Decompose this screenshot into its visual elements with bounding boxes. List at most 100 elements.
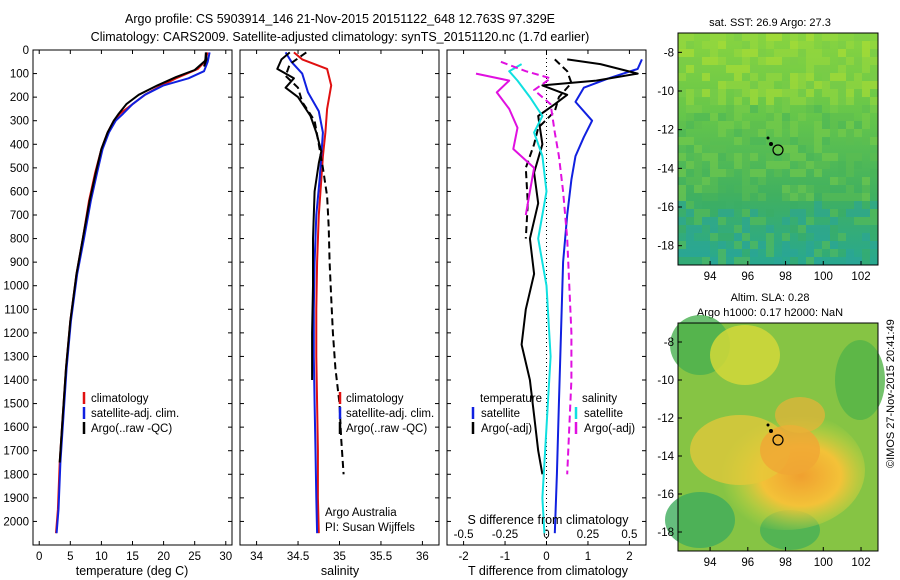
sst-pixel: [766, 225, 774, 233]
sst-pixel: [854, 33, 862, 41]
sst-pixel: [814, 169, 822, 177]
sst-pixel: [694, 169, 702, 177]
sst-pixel: [822, 185, 830, 193]
sst-pixel: [806, 249, 814, 257]
sst-pixel: [838, 161, 846, 169]
map-y-tick-label: -8: [664, 337, 674, 349]
sst-pixel: [870, 137, 878, 145]
sst-pixel: [830, 209, 838, 217]
sst-pixel: [870, 241, 878, 249]
sst-pixel: [798, 217, 806, 225]
argo-float-marker: [772, 144, 784, 156]
sst-pixel: [734, 113, 742, 121]
sst-pixel: [766, 97, 774, 105]
sst-pixel: [734, 185, 742, 193]
x-tick-label: 15: [126, 551, 139, 563]
imos-credit: ©IMOS 27-Nov-2015 20:41:49: [885, 319, 897, 468]
sst-pixel: [678, 137, 686, 145]
sst-pixel: [710, 193, 718, 201]
sst-pixel: [742, 105, 750, 113]
sst-pixel: [854, 201, 862, 209]
sst-pixel: [798, 73, 806, 81]
y-tick-label: 1400: [3, 375, 29, 387]
sst-pixel: [830, 217, 838, 225]
sst-pixel: [846, 257, 854, 265]
sst-pixel: [766, 161, 774, 169]
sst-pixel: [814, 257, 822, 265]
sst-pixel: [774, 113, 782, 121]
sst-pixel: [766, 57, 774, 65]
sst-pixel: [766, 41, 774, 49]
sst-pixel: [750, 33, 758, 41]
sst-pixel: [830, 33, 838, 41]
sst-pixel: [830, 193, 838, 201]
y-tick-label: 0: [23, 45, 29, 57]
sst-pixel: [806, 225, 814, 233]
sst-pixel: [838, 65, 846, 73]
series-line: [55, 52, 209, 534]
sst-pixel: [758, 217, 766, 225]
sst-pixel: [782, 193, 790, 201]
sst-pixel: [790, 33, 798, 41]
sst-pixel: [718, 169, 726, 177]
sst-pixel: [862, 137, 870, 145]
sst-pixel: [710, 153, 718, 161]
sst-pixel: [686, 41, 694, 49]
sst-pixel: [678, 73, 686, 81]
sst-pixel: [678, 241, 686, 249]
sst-pixel: [710, 41, 718, 49]
y-tick-label: 300: [10, 116, 29, 128]
sst-pixel: [782, 249, 790, 257]
sst-pixel: [870, 57, 878, 65]
sst-pixel: [838, 49, 846, 57]
x-tick-label: 30: [219, 551, 232, 563]
x-tick-label: -2: [458, 551, 468, 563]
sst-pixel: [702, 57, 710, 65]
sst-pixel: [694, 177, 702, 185]
legend-label-climatology: climatology: [346, 393, 404, 405]
y-tick-label: 200: [10, 92, 29, 104]
sst-pixel: [702, 137, 710, 145]
map-y-tick-label: -16: [657, 202, 674, 214]
legend-label-satellite: satellite-adj. clim.: [346, 408, 434, 420]
annotation-argo-australia: Argo Australia: [325, 507, 397, 519]
sst-pixel: [790, 257, 798, 265]
sst-pixel: [702, 193, 710, 201]
sst-pixel: [774, 89, 782, 97]
sst-pixel: [686, 113, 694, 121]
map-y-tick-label: -10: [657, 86, 674, 98]
sst-pixel: [750, 89, 758, 97]
sst-pixel: [686, 201, 694, 209]
map-x-tick-label: 94: [704, 271, 717, 283]
sst-pixel: [694, 121, 702, 129]
sst-pixel: [870, 217, 878, 225]
sst-pixel: [798, 153, 806, 161]
sst-pixel: [694, 145, 702, 153]
x-tick-label: 10: [95, 551, 108, 563]
sst-pixel: [750, 153, 758, 161]
y-tick-label: 1200: [3, 328, 29, 340]
sst-pixel: [766, 65, 774, 73]
y-tick-label: 400: [10, 139, 29, 151]
sst-pixel: [726, 65, 734, 73]
sst-pixel: [710, 113, 718, 121]
map-x-tick-label: 98: [779, 557, 792, 569]
sst-pixel: [686, 177, 694, 185]
sst-pixel: [718, 153, 726, 161]
y-tick-label: 800: [10, 234, 29, 246]
sst-pixel: [710, 161, 718, 169]
sst-pixel: [838, 73, 846, 81]
sst-pixel: [846, 185, 854, 193]
sst-pixel: [838, 209, 846, 217]
temperature-panel-frame: [32, 49, 233, 546]
sst-map-title: sat. SST: 26.9 Argo: 27.3: [709, 17, 831, 29]
sst-pixel: [798, 81, 806, 89]
sst-pixel: [750, 41, 758, 49]
sst-pixel: [678, 129, 686, 137]
sst-pixel: [830, 121, 838, 129]
top-x-tick-label: -0.5: [454, 529, 474, 541]
series-line: [508, 63, 552, 534]
sst-pixel: [702, 217, 710, 225]
sst-pixel: [694, 89, 702, 97]
sst-pixel: [838, 57, 846, 65]
